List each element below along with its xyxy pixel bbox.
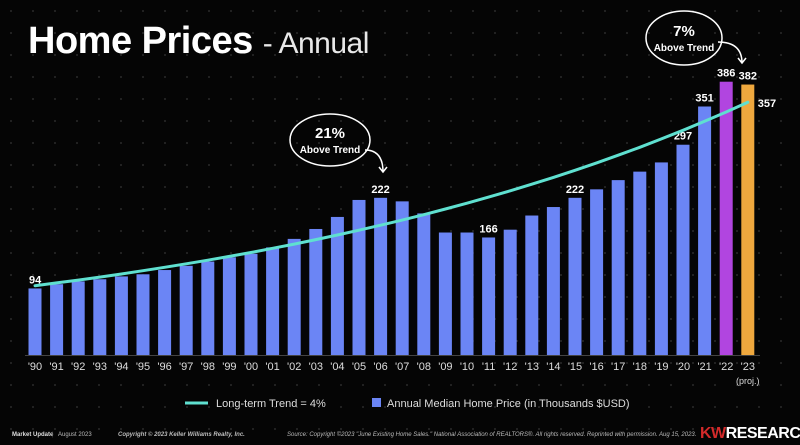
legend-bar-swatch [372, 398, 381, 407]
legend-bar-label: Annual Median Home Price (in Thousands $… [387, 398, 630, 410]
data-label: 222 [566, 184, 584, 196]
bar-'98 [201, 261, 215, 355]
annotation-text: Above Trend [300, 145, 361, 156]
bar-'03 [309, 228, 323, 355]
bar-'08 [417, 213, 431, 355]
data-label: 94 [29, 274, 42, 286]
data-label: 351 [695, 92, 713, 104]
x-tick-label: '92 [71, 361, 85, 373]
bar-'10 [460, 232, 474, 355]
x-tick-label: '99 [222, 361, 236, 373]
annotation-percent: 21% [315, 125, 345, 142]
x-tick-label: '01 [265, 361, 279, 373]
bar-'95 [136, 274, 150, 355]
x-tick-label: '19 [654, 361, 668, 373]
x-tick-label: '15 [568, 361, 582, 373]
x-tick-label: '00 [244, 361, 258, 373]
annotation-circle [289, 113, 371, 167]
x-tick-label: '94 [114, 361, 128, 373]
bar-'92 [71, 281, 85, 355]
x-tick-label: '06 [373, 361, 387, 373]
bar-'18 [633, 171, 647, 355]
x-tick-label: '20 [676, 361, 690, 373]
x-tick-label: '93 [93, 361, 107, 373]
bar-'99 [222, 257, 236, 355]
footer-copyright: Copyright © 2023 Keller Williams Realty,… [118, 432, 245, 438]
legend-trend-label: Long-term Trend = 4% [216, 398, 326, 410]
page-title: Home Prices - Annual [28, 20, 369, 63]
x-tick-label: '13 [525, 361, 539, 373]
x-tick-label: '23 [741, 361, 755, 373]
x-tick-label: '14 [546, 361, 560, 373]
bar-'19 [654, 162, 668, 355]
annotation-percent: 7% [673, 23, 695, 40]
x-tick-label: '05 [352, 361, 366, 373]
annotation-arrow-icon [364, 149, 388, 174]
x-tick-label: '21 [697, 361, 711, 373]
annotation-circle [645, 10, 723, 66]
data-label: 382 [739, 71, 757, 83]
title-main: Home Prices [28, 20, 253, 62]
bar-'17 [611, 180, 625, 355]
bar-'12 [503, 229, 517, 355]
bar-'02 [287, 238, 301, 355]
x-tick-label: '02 [287, 361, 301, 373]
bar-'22 [719, 81, 733, 355]
home-price-chart: '90 94 '91 '92 '93 '94 '95 '96 '97 '98 '99 '00 '01 '0… [25, 10, 776, 410]
x-tick-label: '95 [136, 361, 150, 373]
bar-'05 [352, 199, 366, 355]
bar-'11 [482, 237, 496, 355]
x-tick-label: '04 [330, 361, 344, 373]
footer-market-update: Market Update [12, 432, 54, 438]
footer-source: Source: Copyright ©2023 "June Existing H… [287, 432, 697, 438]
x-tick-label: '09 [438, 361, 452, 373]
bar-'15 [568, 197, 582, 355]
bar-'09 [438, 232, 452, 355]
bar-'97 [179, 265, 193, 355]
bar-'90 [28, 288, 42, 355]
bar-'00 [244, 253, 258, 355]
kw-research-logo: KWRESEARCH [700, 425, 800, 442]
data-label: 166 [479, 223, 497, 235]
bar-'96 [158, 270, 172, 355]
x-tick-label: '18 [633, 361, 647, 373]
x-tick-label: '16 [589, 361, 603, 373]
title-sub: - Annual [262, 27, 370, 60]
data-label: 222 [371, 184, 389, 196]
x-tick-label: '96 [157, 361, 171, 373]
trend-end-label: 357 [758, 98, 776, 110]
x-tick-label: '08 [417, 361, 431, 373]
x-tick-label: '12 [503, 361, 517, 373]
bar-'01 [266, 247, 280, 355]
bar-'23 [741, 84, 755, 355]
footer-date: August 2023 [58, 432, 92, 438]
bar-'91 [50, 284, 64, 355]
x-tick-label: '17 [611, 361, 625, 373]
bar-'14 [546, 207, 560, 355]
bar-'94 [114, 276, 128, 355]
bar-'06 [374, 197, 388, 355]
data-label: 386 [717, 68, 735, 80]
bar-'93 [93, 279, 107, 355]
bar-'20 [676, 144, 690, 355]
x-tick-label: '11 [482, 361, 496, 373]
x-tick-note: (proj.) [736, 376, 760, 386]
x-tick-label: '22 [719, 361, 733, 373]
bar-'04 [330, 216, 344, 355]
annotation-text: Above Trend [654, 43, 715, 54]
bar-'13 [525, 215, 539, 355]
trend-line [33, 100, 750, 288]
x-tick-label: '10 [460, 361, 474, 373]
bar-'21 [698, 106, 712, 355]
annotation-arrow-icon [717, 41, 747, 65]
x-tick-label: '03 [309, 361, 323, 373]
x-tick-label: '07 [395, 361, 409, 373]
bar-'07 [395, 201, 409, 355]
x-tick-label: '98 [201, 361, 215, 373]
x-tick-label: '90 [28, 361, 42, 373]
x-tick-label: '97 [179, 361, 193, 373]
bar-'16 [590, 189, 604, 355]
x-tick-label: '91 [49, 361, 63, 373]
